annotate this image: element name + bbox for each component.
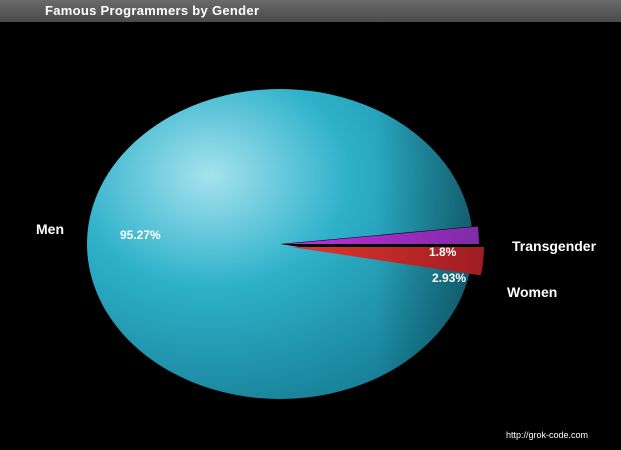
pie-slice-transgender	[286, 226, 479, 244]
title-bar: Famous Programmers by Gender	[0, 0, 621, 22]
legend-label-women: Women	[507, 284, 557, 300]
value-label-men: 95.27%	[120, 228, 161, 242]
pie-slice-women	[291, 247, 484, 276]
legend-label-men: Men	[36, 221, 64, 237]
value-label-women: 2.93%	[432, 271, 466, 285]
source-url: http://grok-code.com	[506, 430, 589, 440]
legend-label-transgender: Transgender	[512, 238, 597, 254]
value-label-transgender: 1.8%	[429, 245, 457, 259]
pie-slice-shade	[87, 88, 472, 399]
chart-title: Famous Programmers by Gender	[45, 3, 260, 18]
